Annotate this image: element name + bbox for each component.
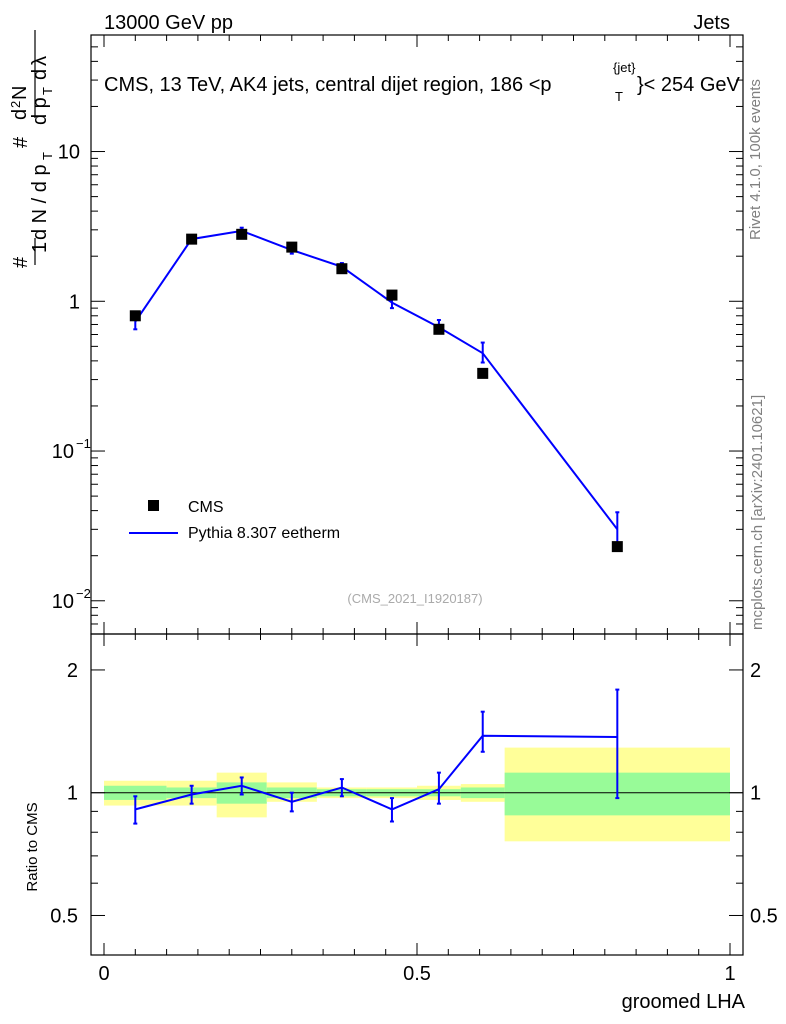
plot-title-sup: {jet} <box>613 60 636 75</box>
svg-text:d: d <box>29 69 51 80</box>
main-frame <box>90 34 744 635</box>
y-tick-label: 10 <box>58 142 80 164</box>
cms-point <box>286 241 298 253</box>
cms-point <box>186 233 198 245</box>
svg-text:d p: d p <box>29 97 51 125</box>
ratio-y-tick-label-right: 1 <box>750 783 761 805</box>
x-tick-label: 1 <box>724 963 735 985</box>
ratio-y-tick-label: 0.5 <box>50 905 78 927</box>
ratio-bands <box>104 747 730 842</box>
cms-point <box>236 228 248 240</box>
pythia-line <box>134 229 619 530</box>
analysis-watermark: (CMS_2021_I1920187) <box>347 591 482 606</box>
svg-text:#: # <box>10 136 32 148</box>
y-tick-exponent: −2 <box>76 586 91 601</box>
x-tick-label: 0.5 <box>403 963 431 985</box>
svg-text:2: 2 <box>8 101 23 108</box>
ratio-y-tick-label: 1 <box>67 783 78 805</box>
ratio-ylabel: Ratio to CMS <box>24 802 41 891</box>
svg-text:T: T <box>40 152 55 160</box>
x-axis-label: groomed LHA <box>622 991 746 1013</box>
legend-cms-label: CMS <box>188 499 224 516</box>
y-tick-label: 10 <box>52 591 74 613</box>
legend: CMS Pythia 8.307 eetherm <box>129 499 340 542</box>
main-ylabel: # 1 d N / d p T # d 2 N d p T d λ <box>8 30 55 268</box>
cms-point <box>611 541 623 553</box>
collision-label: 13000 GeV pp <box>104 12 233 34</box>
cms-point <box>433 323 445 335</box>
x-tick-label: 0 <box>98 963 109 985</box>
ratio-marks <box>133 688 620 825</box>
main-marks <box>129 226 623 553</box>
svg-text:#: # <box>10 256 32 268</box>
svg-text:N: N <box>9 86 31 100</box>
y-tick-label: 1 <box>69 291 80 313</box>
mcplots-label: mcplots.cern.ch [arXiv:2401.10621] <box>749 395 766 630</box>
cms-point <box>129 310 141 322</box>
svg-text:1: 1 <box>29 242 51 253</box>
legend-cms-marker <box>148 500 159 511</box>
svg-text:λ: λ <box>29 56 51 66</box>
cms-point <box>336 263 348 275</box>
ratio-axes: 0 0.5 1 0.5 0.5 1 1 2 2 <box>50 633 778 985</box>
plot-title-main: CMS, 13 TeV, AK4 jets, central dijet reg… <box>104 74 552 96</box>
cms-point <box>477 367 489 379</box>
plot-title-sub: T <box>615 89 623 104</box>
rivet-label: Rivet 4.1.0, 100k events <box>747 79 764 240</box>
ratio-y-tick-label-right: 2 <box>750 660 761 682</box>
svg-text:d: d <box>9 109 31 120</box>
category-label: Jets <box>693 12 730 34</box>
y-tick-label: 10 <box>52 441 74 463</box>
ratio-y-tick-label-right: 0.5 <box>750 905 778 927</box>
plot-title-tail: }< 254 GeV <box>637 74 741 96</box>
cms-point <box>386 289 398 301</box>
svg-text:d N / d p: d N / d p <box>29 164 51 240</box>
legend-pythia-label: Pythia 8.307 eetherm <box>188 525 340 542</box>
plot-title: CMS, 13 TeV, AK4 jets, central dijet reg… <box>104 74 552 96</box>
svg-text:T: T <box>40 87 55 95</box>
ratio-y-tick-label: 2 <box>67 660 78 682</box>
y-tick-exponent: −1 <box>76 436 91 451</box>
